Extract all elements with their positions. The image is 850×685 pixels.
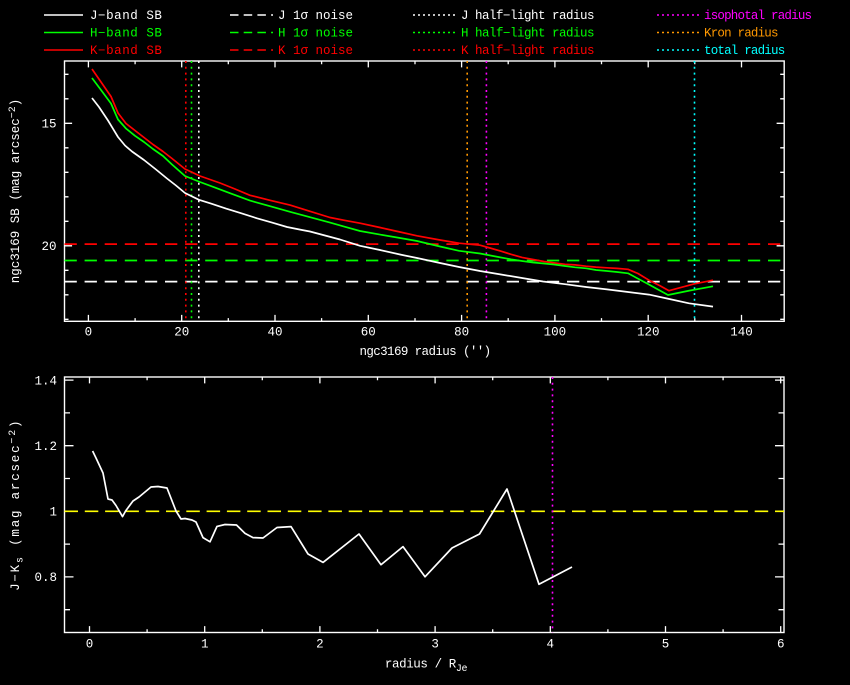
svg-text:radius / RJe: radius / RJe bbox=[385, 658, 468, 676]
svg-text:J−band SB: J−band SB bbox=[90, 9, 162, 23]
svg-text:total radius: total radius bbox=[704, 44, 785, 58]
svg-text:1.4: 1.4 bbox=[34, 374, 57, 388]
svg-text:3: 3 bbox=[431, 638, 439, 652]
svg-text:6: 6 bbox=[777, 638, 785, 652]
svg-text:5: 5 bbox=[662, 638, 670, 652]
svg-text:80: 80 bbox=[454, 326, 469, 340]
svg-text:1: 1 bbox=[201, 638, 209, 652]
svg-text:ngc3169 SB (mag arcsec−2): ngc3169 SB (mag arcsec−2) bbox=[8, 99, 23, 284]
svg-text:Kron radius: Kron radius bbox=[704, 27, 778, 41]
svg-text:20: 20 bbox=[174, 326, 189, 340]
svg-text:1: 1 bbox=[49, 506, 57, 520]
svg-text:4: 4 bbox=[547, 638, 555, 652]
svg-text:isophotal radius: isophotal radius bbox=[704, 9, 812, 23]
svg-text:H 1σ noise: H 1σ noise bbox=[278, 27, 353, 41]
svg-text:15: 15 bbox=[41, 118, 56, 132]
svg-text:H−band SB: H−band SB bbox=[90, 27, 162, 41]
svg-text:J 1σ noise: J 1σ noise bbox=[278, 9, 353, 23]
svg-text:ngc3169 radius (''): ngc3169 radius ('') bbox=[359, 345, 490, 359]
svg-text:J−Ks (mag arcsec−2): J−Ks (mag arcsec−2) bbox=[8, 419, 27, 591]
svg-text:K 1σ noise: K 1σ noise bbox=[278, 44, 353, 58]
svg-text:60: 60 bbox=[361, 326, 376, 340]
svg-text:0: 0 bbox=[85, 326, 93, 340]
svg-text:100: 100 bbox=[544, 326, 567, 340]
svg-text:0.8: 0.8 bbox=[34, 571, 57, 585]
svg-text:140: 140 bbox=[730, 326, 753, 340]
svg-text:2: 2 bbox=[316, 638, 324, 652]
svg-text:J half−light radius: J half−light radius bbox=[461, 9, 594, 23]
svg-text:0: 0 bbox=[86, 638, 94, 652]
svg-text:K half−light radius: K half−light radius bbox=[461, 44, 594, 58]
svg-text:H half−light radius: H half−light radius bbox=[461, 27, 594, 41]
svg-text:40: 40 bbox=[267, 326, 282, 340]
svg-text:1.2: 1.2 bbox=[34, 440, 57, 454]
svg-text:120: 120 bbox=[637, 326, 660, 340]
svg-text:20: 20 bbox=[41, 240, 56, 254]
svg-text:K−band SB: K−band SB bbox=[90, 44, 162, 58]
